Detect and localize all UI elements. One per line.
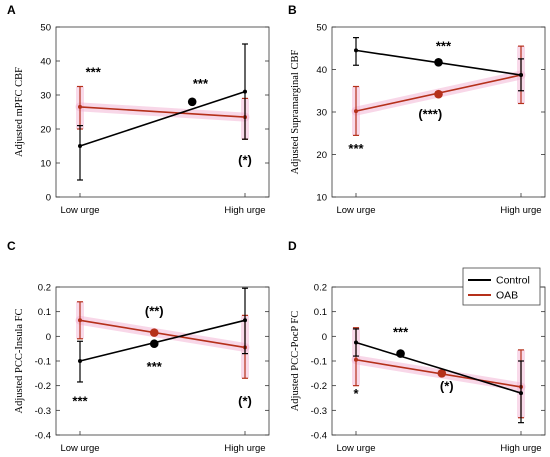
panel-c: C -0.4 -0.3 -0.2 -0.1 0 0.1 0.2 Low urge High urg…	[7, 239, 270, 454]
x-tick-label: High urge	[224, 443, 265, 454]
y-tick-label: -0.4	[311, 431, 327, 442]
y-tick-label: 0	[46, 332, 51, 343]
panel-letter: A	[7, 3, 16, 17]
data-point	[354, 48, 358, 53]
mean-marker	[434, 57, 443, 67]
y-tick-label: 0.2	[38, 283, 51, 294]
series-line	[79, 319, 246, 362]
y-tick-label: 50	[316, 23, 327, 34]
y-tick-label: 30	[40, 91, 51, 102]
legend-label-control: Control	[496, 275, 530, 287]
y-tick-label: 30	[316, 108, 327, 119]
series-line	[355, 341, 522, 394]
panel-letter: C	[7, 239, 16, 253]
significance-label: ***	[72, 393, 88, 408]
x-tick-label: High urge	[224, 205, 265, 216]
significance-label: (***)	[418, 106, 442, 121]
data-point	[354, 340, 358, 345]
y-tick-label: 20	[40, 125, 51, 136]
y-tick-label: 10	[40, 159, 51, 170]
x-tick-label: Low urge	[336, 443, 375, 454]
panel-b: B 10 20 30 40 50 Low urge High urge Adjusted Sup…	[288, 3, 546, 216]
significance-label: (*)	[238, 393, 252, 408]
y-tick-label: -0.4	[35, 431, 51, 442]
panel-a: A 0 10 20 30 40 50 Low urge High urge Adjusted mP…	[7, 3, 270, 216]
mean-marker	[149, 328, 159, 337]
series-control	[353, 37, 524, 92]
panel-letter: B	[288, 3, 297, 17]
data-point	[78, 104, 82, 109]
panel-letter: D	[288, 239, 297, 253]
significance-label: ***	[393, 324, 409, 339]
series-oab	[75, 85, 250, 140]
y-tick-label: 0.1	[314, 307, 327, 318]
x-tick-label: High urge	[500, 443, 541, 454]
y-tick-label: 40	[316, 65, 327, 76]
series-control	[77, 287, 248, 383]
significance-label: ***	[147, 359, 163, 374]
data-point	[354, 357, 358, 362]
y-tick-label: 20	[316, 150, 327, 161]
plot-area	[55, 26, 270, 198]
y-tick-label: -0.2	[35, 381, 51, 392]
significance-label: ***	[436, 38, 452, 53]
y-tick-label: 0	[322, 332, 327, 343]
significance-label: (*)	[238, 153, 252, 168]
mean-marker	[149, 339, 159, 349]
significance-label: ***	[86, 64, 102, 79]
significance-label: ***	[348, 141, 364, 156]
data-point	[519, 73, 523, 78]
y-tick-label: -0.2	[311, 381, 327, 392]
series-oab	[351, 327, 526, 419]
series-line	[79, 90, 246, 147]
y-tick-label: -0.1	[35, 357, 51, 368]
x-tick-label: High urge	[500, 205, 541, 216]
series-line	[79, 106, 246, 118]
mean-marker	[187, 97, 197, 107]
y-tick-label: 10	[316, 193, 327, 204]
y-axis-label: Adjusted Supramarginal CBF	[290, 50, 301, 175]
y-tick-label: 0.2	[314, 283, 327, 294]
x-tick-label: Low urge	[60, 205, 99, 216]
y-tick-label: 50	[40, 23, 51, 34]
mean-marker	[437, 369, 447, 378]
significance-label: *	[353, 386, 359, 401]
mean-marker	[434, 89, 443, 99]
legend-box	[462, 267, 541, 306]
significance-label: (*)	[440, 379, 454, 394]
series-line	[79, 319, 246, 349]
series-control	[77, 43, 248, 181]
series-oab	[351, 45, 526, 136]
y-tick-label: -0.3	[35, 406, 51, 417]
panel-d: D -0.4 -0.3 -0.2 -0.1 0 0.1 0.2 Low urge High urg…	[288, 239, 546, 454]
data-point	[243, 318, 247, 323]
x-tick-label: Low urge	[60, 443, 99, 454]
y-tick-label: 0.1	[38, 307, 51, 318]
data-point	[519, 391, 523, 396]
significance-label: (**)	[145, 303, 164, 318]
data-point	[354, 109, 358, 114]
data-point	[78, 144, 82, 148]
y-tick-label: -0.1	[311, 357, 327, 368]
legend: Control OAB	[462, 267, 541, 306]
significance-label: ***	[193, 76, 209, 91]
legend-label-oab: OAB	[496, 290, 518, 302]
series-control	[353, 328, 524, 424]
data-point	[78, 359, 82, 363]
y-axis-label: Adjusted PCC-PocP FC	[290, 311, 301, 412]
data-point	[243, 89, 247, 94]
mean-marker	[396, 349, 405, 358]
y-axis-label: Adjusted mPFC CBF	[14, 67, 25, 157]
y-tick-label: 40	[40, 57, 51, 68]
data-point	[78, 318, 82, 323]
y-tick-label: 0	[46, 193, 51, 204]
y-tick-label: -0.3	[311, 406, 327, 417]
y-axis-label: Adjusted PCC-Insula FC	[14, 308, 25, 413]
x-tick-label: Low urge	[336, 205, 375, 216]
